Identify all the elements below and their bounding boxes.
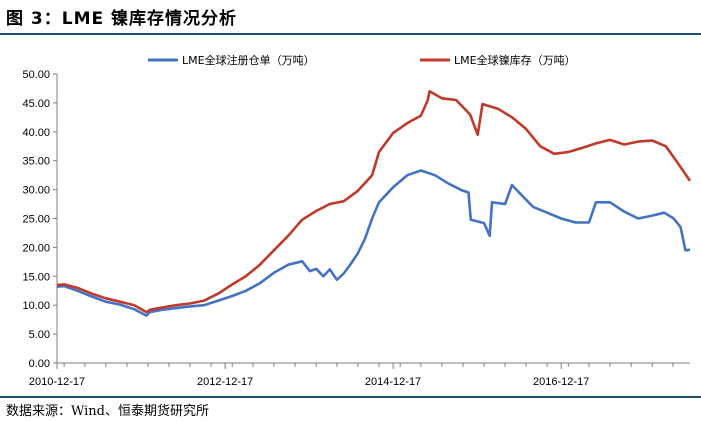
series-line-1 xyxy=(56,169,691,317)
legend: LME全球注册仓单（万吨） LME全球镍库存（万吨） xyxy=(148,53,576,67)
data-source: 数据来源：Wind、恒泰期货研究所 xyxy=(6,404,209,419)
y-tick-label: 0.00 xyxy=(29,358,50,370)
y-tick-label: 30.00 xyxy=(22,185,50,197)
y-axis: 0.00 5.00 10.00 15.00 20.00 25.00 30.00 35.00 40… xyxy=(22,69,58,370)
y-tick-label: 15.00 xyxy=(22,271,50,283)
series-line-2 xyxy=(56,90,692,314)
x-tick-label: 2010-12-17 xyxy=(29,376,85,388)
series-layer xyxy=(56,90,692,317)
title-rule xyxy=(0,33,701,35)
x-axis: 2010-12-17 2012-12-17 2014-12-17 2016-12-17 xyxy=(29,362,690,388)
footer-rule xyxy=(0,396,701,398)
legend-label-2: LME全球镍库存（万吨） xyxy=(454,53,576,67)
x-tick-label: 2014-12-17 xyxy=(365,376,421,388)
figure-title: 图 3：LME 镍库存情况分析 xyxy=(6,9,238,29)
y-tick-label: 50.00 xyxy=(22,69,50,81)
y-tick-label: 20.00 xyxy=(22,242,50,254)
y-tick-label: 40.00 xyxy=(22,127,50,139)
y-tick-label: 25.00 xyxy=(22,214,50,226)
x-tick-label: 2012-12-17 xyxy=(197,376,253,388)
y-tick-label: 35.00 xyxy=(22,156,50,168)
y-tick-label: 45.00 xyxy=(22,98,50,110)
y-tick-label: 5.00 xyxy=(29,329,50,341)
x-tick-label: 2016-12-17 xyxy=(533,376,589,388)
y-tick-label: 10.00 xyxy=(22,300,50,312)
legend-label-1: LME全球注册仓单（万吨） xyxy=(182,53,315,67)
stock-line-chart: LME全球注册仓单（万吨） LME全球镍库存（万吨） 0.00 5.00 10.00 1… xyxy=(22,53,692,388)
